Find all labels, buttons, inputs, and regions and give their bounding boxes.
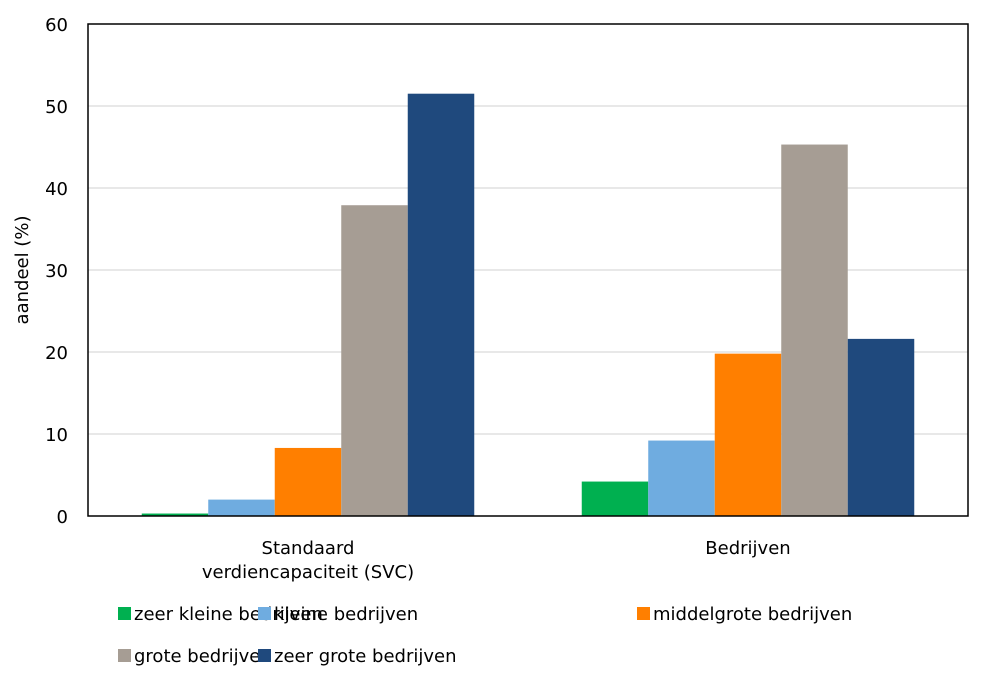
legend-label: zeer kleine bedrijven [134,604,323,625]
bar [208,499,275,516]
legend-swatch [637,607,650,620]
y-tick-label: 50 [45,97,68,118]
bars [141,93,915,517]
legend-label: grote bedrijven [134,646,272,667]
bar [847,338,915,516]
bar [141,513,209,516]
bar [714,353,782,516]
y-tick-label: 0 [57,507,68,528]
bar [648,440,715,516]
legend-swatch [118,649,131,662]
y-tick-label: 20 [45,343,68,364]
y-tick-label: 60 [45,15,68,36]
bar [341,205,408,516]
y-tick-labels: 0 10 20 30 40 50 60 [45,15,68,528]
legend-swatch [258,607,271,620]
y-tick-label: 10 [45,425,68,446]
bar [274,447,342,516]
x-tick-label: Bedrijven [705,538,790,559]
plot-area-border [87,23,969,517]
legend-label: kleine bedrijven [274,604,418,625]
bar [407,93,475,516]
legend-label: middelgrote bedrijven [653,604,852,625]
x-tick-label: Standaard verdiencapaciteit (SVC) [202,538,414,583]
legend-swatch [118,607,131,620]
x-tick-labels: Standaard verdiencapaciteit (SVC) Bedrijve… [202,538,791,583]
legend-label: zeer grote bedrijven [274,646,456,667]
axes [87,23,969,517]
y-axis-title: aandeel (%) [12,216,33,325]
y-tick-label: 30 [45,261,68,282]
y-tick-label: 40 [45,179,68,200]
bar [581,481,649,516]
legend-swatch [258,649,271,662]
bar [781,144,848,517]
